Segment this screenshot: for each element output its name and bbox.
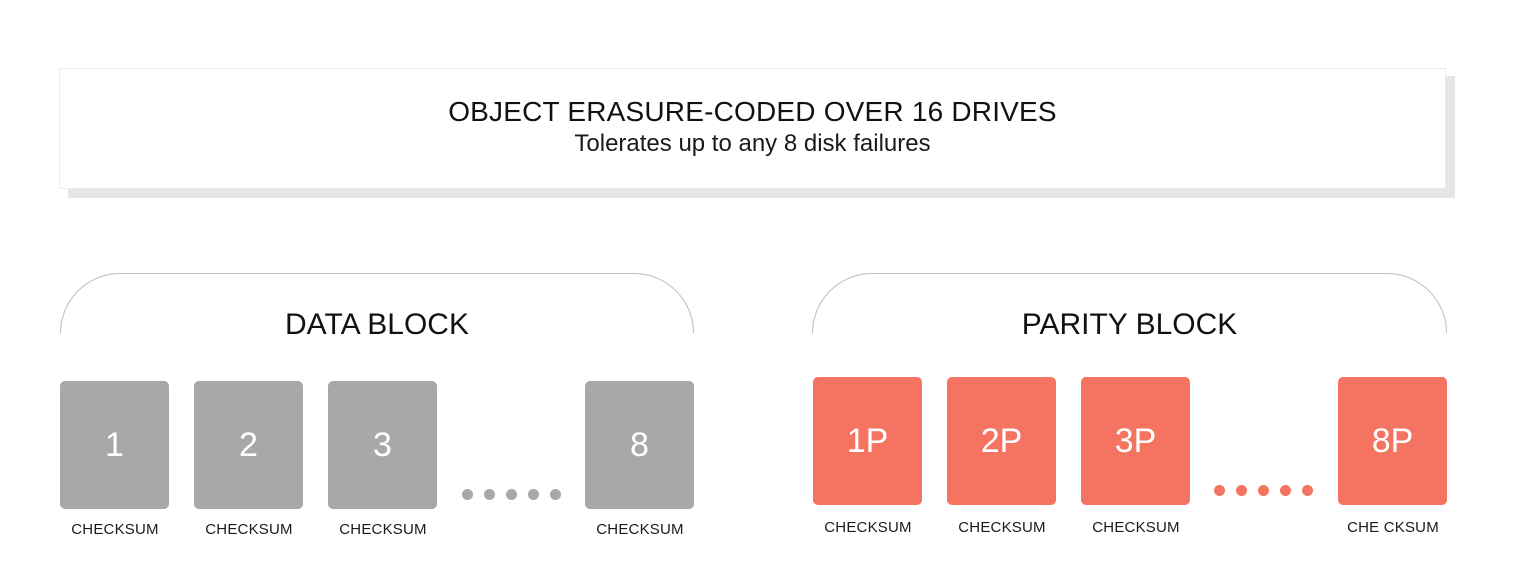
data-drive-3-checksum: CHECKSUM [339,521,427,538]
diagram-title: OBJECT ERASURE-CODED OVER 16 DRIVES [448,96,1057,127]
data-drive-1-checksum: CHECKSUM [71,521,159,538]
ellipsis-dot [1258,485,1269,496]
parity-drive-1p: 1P [813,377,922,505]
ellipsis-dot [1280,485,1291,496]
parity-drive-3p: 3P [1081,377,1190,505]
ellipsis-dot [1214,485,1225,496]
parity-drive-2p-checksum: CHECKSUM [958,519,1046,536]
ellipsis-dot [1236,485,1247,496]
data-drive-8-checksum: CHECKSUM [596,521,684,538]
parity-block-title: PARITY BLOCK [1021,308,1238,341]
ellipsis-dot [484,489,495,500]
parity-drive-2p: 2P [947,377,1056,505]
diagram-subtitle: Tolerates up to any 8 disk failures [574,130,931,157]
data-drive-1: 1 [60,381,169,509]
data-drive-8: 8 [585,381,694,509]
parity-drive-3p-checksum: CHECKSUM [1092,519,1180,536]
data-drive-3: 3 [328,381,437,509]
ellipsis-dot [1302,485,1313,496]
header-card: OBJECT ERASURE-CODED OVER 16 DRIVES Tole… [59,68,1446,189]
data-block-title: DATA BLOCK [285,308,469,341]
parity-drive-1p-checksum: CHECKSUM [824,519,912,536]
parity-drive-8p-checksum: CHE CKSUM [1347,519,1439,536]
ellipsis-dot [528,489,539,500]
data-drive-2-checksum: CHECKSUM [205,521,293,538]
parity-drive-8p: 8P [1338,377,1447,505]
ellipsis-dot [550,489,561,500]
data-drive-2: 2 [194,381,303,509]
ellipsis-dot [506,489,517,500]
ellipsis-dot [462,489,473,500]
